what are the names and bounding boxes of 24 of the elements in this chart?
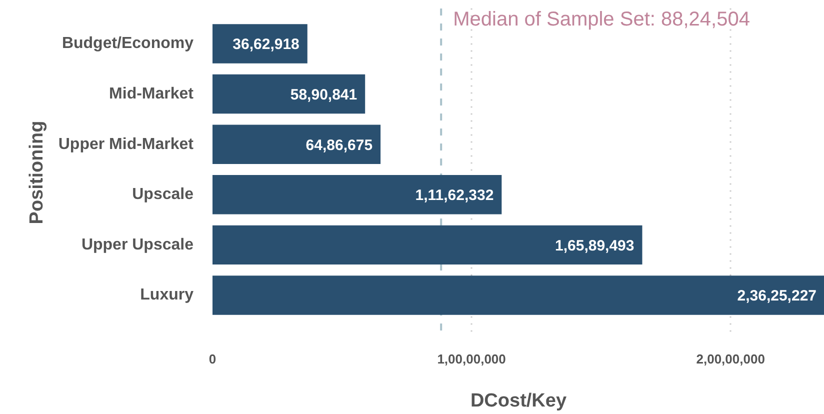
y-tick-label: Luxury (140, 286, 194, 304)
data-label: 64,86,675 (306, 136, 373, 154)
data-label: 2,36,25,227 (737, 288, 817, 305)
x-axis-title: DCost/Key (470, 390, 567, 412)
y-tick-label: Mid-Market (109, 86, 194, 103)
data-label: 1,11,62,332 (415, 187, 494, 204)
data-label: 1,65,89,493 (555, 237, 634, 254)
data-label: 36,62,918 (232, 36, 300, 54)
y-tick-label: Upper Upscale (81, 236, 194, 254)
bar (212, 225, 642, 265)
data-label: 58,90,841 (290, 86, 358, 104)
y-tick-label: Budget/Economy (62, 35, 194, 52)
bar (212, 24, 308, 64)
ref-line-label: Median of Sample Set: 88,24,504 (453, 8, 750, 30)
y-tick-label: Upper Mid-Market (58, 136, 194, 153)
bar (212, 175, 502, 214)
bar (212, 276, 824, 315)
x-tick-label: 0 (208, 352, 216, 366)
y-tick-label: Upscale (132, 186, 194, 204)
bar (212, 124, 381, 164)
x-tick-label: 1,00,00,000 (437, 352, 506, 366)
y-axis-title: Positioning (26, 120, 48, 224)
x-tick-label: 2,00,00,000 (696, 352, 765, 366)
bar (212, 74, 366, 114)
